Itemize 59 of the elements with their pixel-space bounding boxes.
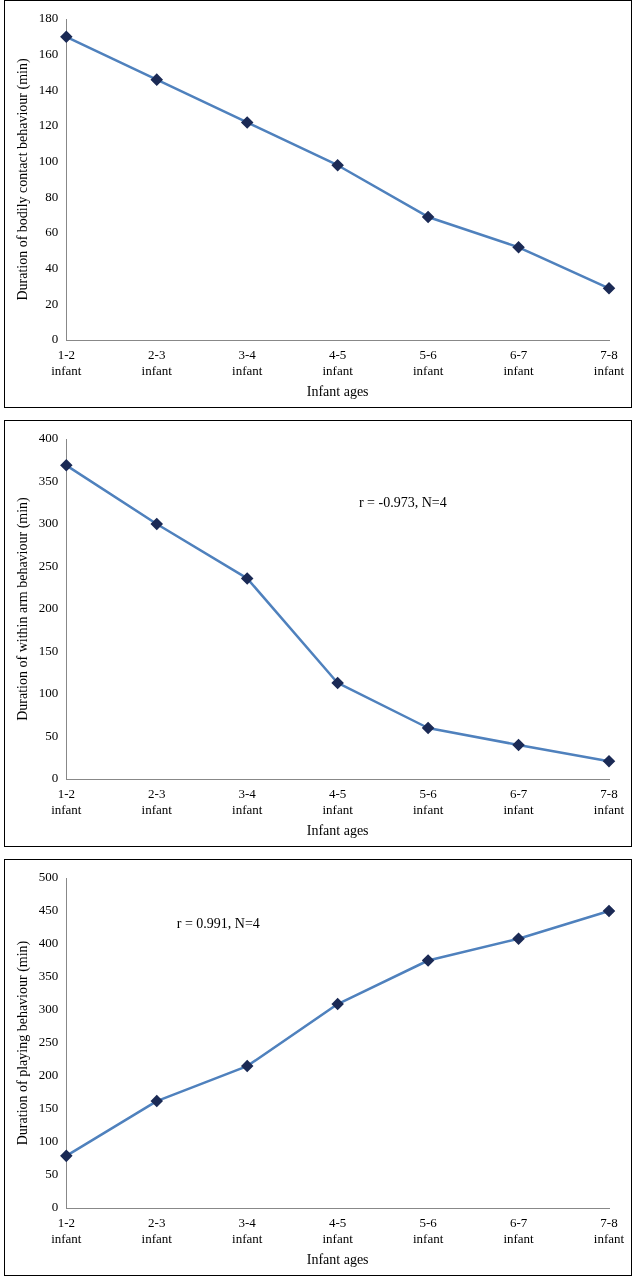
y-tick-label: 20	[45, 295, 59, 311]
y-tick-label: 300	[38, 515, 59, 531]
y-tick-label: 400	[38, 430, 59, 446]
x-tick-label: 7-8 infant	[593, 786, 625, 817]
y-tick-label: 0	[51, 770, 59, 786]
x-tick-label: 6-7 infant	[503, 347, 535, 378]
y-tick-label: 80	[45, 188, 59, 204]
y-axis-title: Duration of within arm behaviour (min)	[15, 496, 32, 721]
y-tick-label: 450	[38, 902, 59, 918]
y-tick-label: 50	[45, 727, 59, 743]
x-tick-label: 1-2 infant	[51, 347, 82, 378]
y-axis-title: Duration of bodily contact behaviour (min)	[15, 58, 32, 301]
x-axis-title: Infant ages	[306, 384, 369, 400]
y-tick-label: 350	[38, 472, 59, 488]
x-tick-label: 4-5 infant	[322, 347, 354, 378]
y-tick-label: 160	[38, 46, 59, 62]
x-tick-label: 1-2 infant	[51, 1215, 82, 1246]
y-tick-label: 150	[38, 642, 59, 658]
x-tick-label: 6-7 infant	[503, 1215, 535, 1246]
x-tick-label: 3-4 infant	[232, 786, 263, 817]
y-tick-label: 100	[38, 685, 59, 701]
x-tick-label: 1-2 infant	[51, 786, 82, 817]
x-axis-title: Infant ages	[306, 1252, 369, 1268]
x-tick-label: 5-6 infant	[412, 786, 444, 817]
x-tick-label: 5-6 infant	[412, 347, 444, 378]
y-tick-label: 40	[45, 260, 59, 276]
y-tick-label: 200	[38, 1067, 59, 1083]
x-tick-label: 6-7 infant	[503, 786, 535, 817]
annotation: r = 0.991, N=4	[176, 915, 260, 931]
y-tick-label: 250	[38, 1034, 59, 1050]
y-tick-label: 500	[38, 869, 59, 885]
y-tick-label: 180	[38, 10, 59, 26]
x-tick-label: 2-3 infant	[141, 347, 173, 378]
y-tick-label: 150	[38, 1100, 59, 1116]
y-tick-label: 350	[38, 968, 59, 984]
y-tick-label: 300	[38, 1001, 59, 1017]
y-tick-label: 140	[38, 81, 59, 97]
x-tick-label: 7-8 infant	[593, 347, 625, 378]
y-tick-label: 0	[51, 1199, 59, 1215]
x-tick-label: 2-3 infant	[141, 786, 173, 817]
y-tick-label: 60	[45, 224, 59, 240]
x-tick-label: 4-5 infant	[322, 1215, 354, 1246]
y-tick-label: 250	[38, 557, 59, 573]
y-tick-label: 200	[38, 600, 59, 616]
y-tick-label: 100	[38, 1133, 59, 1149]
y-tick-label: 50	[45, 1166, 59, 1182]
x-tick-label: 7-8 infant	[593, 1215, 625, 1246]
annotation: r = -0.973, N=4	[358, 495, 447, 510]
y-tick-label: 100	[38, 153, 59, 169]
x-tick-label: 4-5 infant	[322, 786, 354, 817]
x-tick-label: 5-6 infant	[412, 1215, 444, 1246]
y-tick-label: 0	[51, 331, 59, 347]
x-tick-label: 3-4 infant	[232, 347, 263, 378]
y-tick-label: 120	[38, 117, 59, 133]
y-axis-title: Duration of playing behaviour (min)	[15, 940, 32, 1146]
x-tick-label: 2-3 infant	[141, 1215, 173, 1246]
x-tick-label: 3-4 infant	[232, 1215, 263, 1246]
y-tick-label: 400	[38, 935, 59, 951]
x-axis-title: Infant ages	[306, 823, 369, 839]
